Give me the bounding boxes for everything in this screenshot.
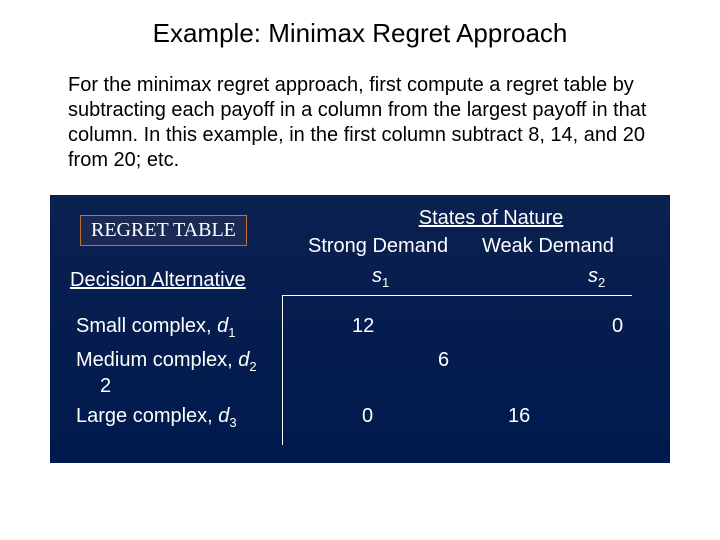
cell-small-s1: 12 [352, 315, 374, 338]
body-text: For the minimax regret approach, first c… [0, 73, 720, 173]
slide-title: Example: Minimax Regret Approach [0, 18, 720, 49]
table-line-vertical [282, 295, 283, 445]
regret-table-label: REGRET TABLE [80, 215, 247, 246]
cell-small-s2: 0 [612, 315, 623, 338]
cell-large-s1: 0 [362, 405, 373, 428]
s1-column-header: s1 [372, 265, 389, 290]
slide: Example: Minimax Regret Approach For the… [0, 0, 720, 540]
weak-demand-header: Weak Demand [482, 235, 614, 258]
cell-large-s2: 16 [508, 405, 530, 428]
strong-demand-header: Strong Demand [308, 235, 448, 258]
row-small-complex: Small complex, d1 [76, 315, 236, 340]
row-large-complex: Large complex, d3 [76, 405, 237, 430]
states-of-nature-header: States of Nature [376, 207, 606, 230]
s2-column-header: s2 [588, 265, 605, 290]
cell-medium-center: 6 [438, 349, 449, 372]
row-medium-complex: Medium complex, d2 [76, 349, 257, 374]
regret-table-panel: REGRET TABLE States of Nature Strong Dem… [50, 195, 670, 463]
decision-alternative-header: Decision Alternative [70, 269, 246, 292]
table-line-horizontal [282, 295, 632, 296]
row-medium-complex-extra: 2 [100, 375, 111, 398]
